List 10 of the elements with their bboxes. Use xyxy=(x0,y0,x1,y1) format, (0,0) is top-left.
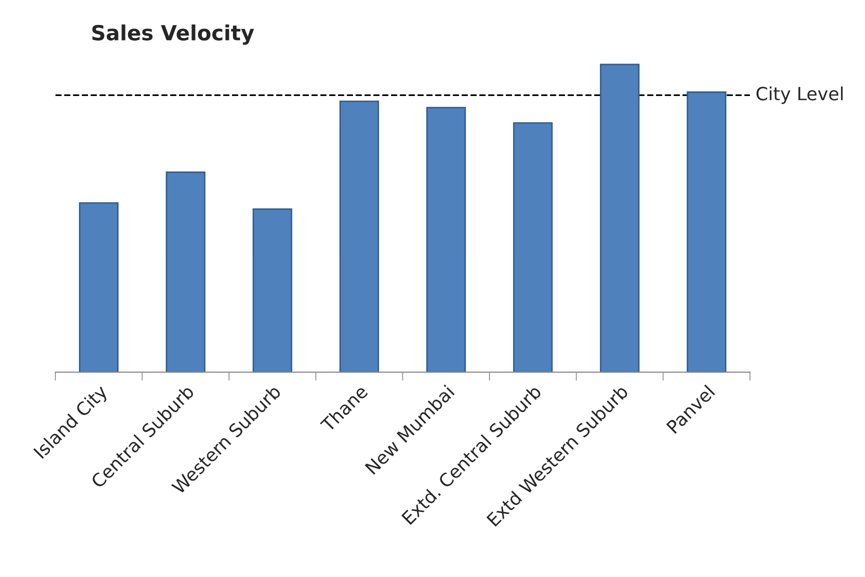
bar xyxy=(339,100,380,372)
bar xyxy=(513,122,553,372)
bar xyxy=(426,106,466,372)
bar xyxy=(600,64,640,372)
bar xyxy=(166,171,206,372)
bar xyxy=(252,208,292,372)
bar xyxy=(686,91,726,372)
chart-title: Sales Velocity xyxy=(92,24,254,45)
ref-line-label: City Level xyxy=(756,86,843,104)
bar xyxy=(78,202,119,372)
